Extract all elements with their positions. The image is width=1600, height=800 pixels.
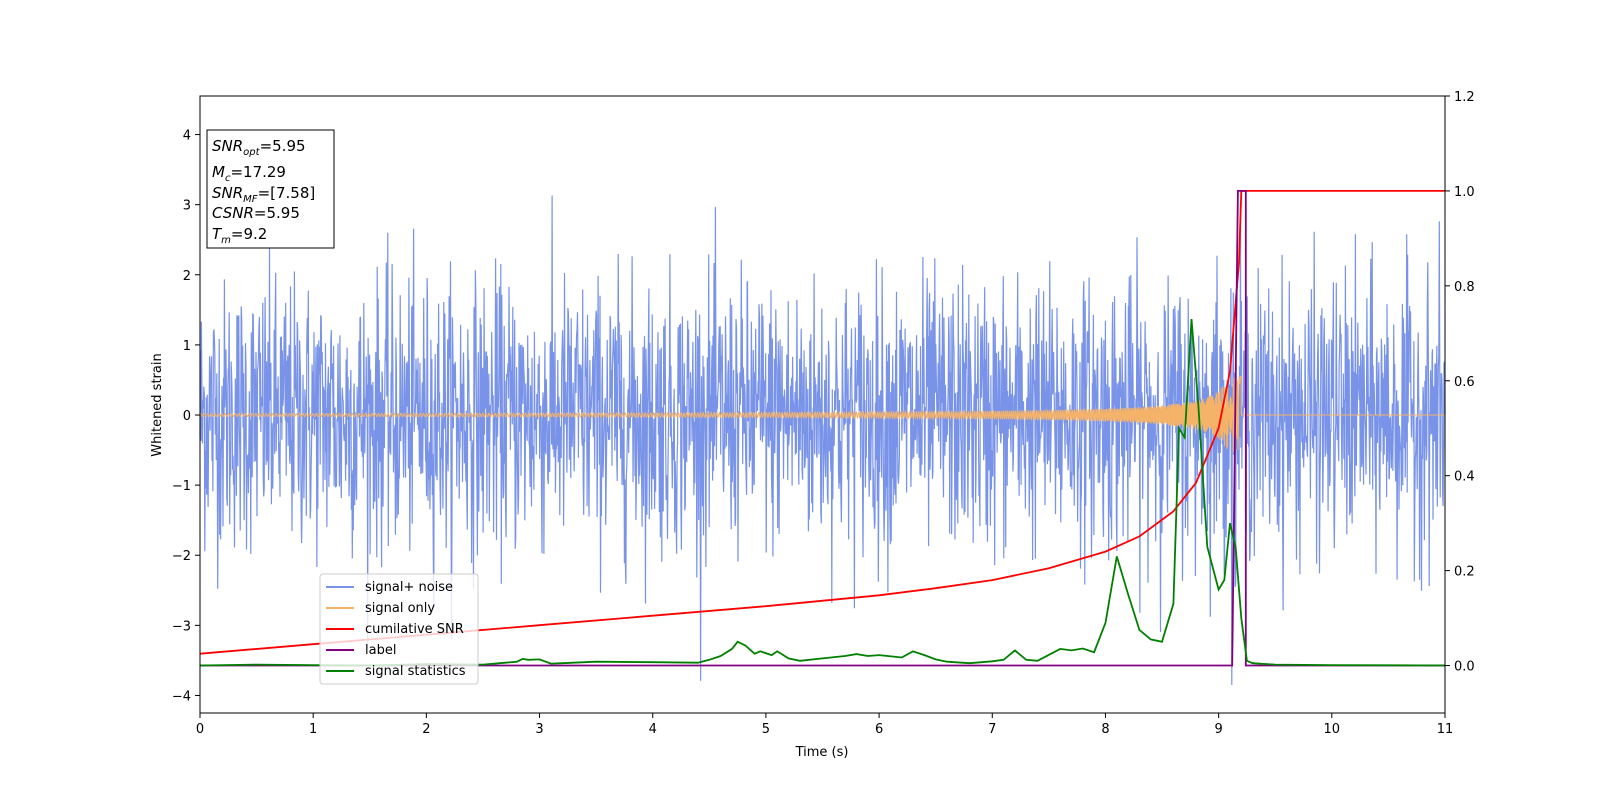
- y-right-tick-label: 0.8: [1454, 280, 1475, 295]
- y-left-tick-label: 0: [183, 409, 191, 424]
- x-tick-label: 7: [988, 722, 996, 737]
- series-signal-only: [199, 375, 1445, 453]
- y-left-tick-label: 1: [183, 339, 191, 354]
- info-tm: Tm=9.2: [212, 225, 267, 246]
- plot-frame: [199, 95, 1446, 714]
- y-left-tick-label: −2: [172, 549, 191, 564]
- legend-label-cumulative-snr: cumilative SNR: [365, 622, 464, 637]
- x-tick-label: 4: [649, 722, 657, 737]
- legend-label-signal-statistics: signal statistics: [365, 664, 466, 679]
- x-tick-label: 3: [535, 722, 543, 737]
- y-right-tick-label: 0.2: [1454, 565, 1475, 580]
- y-right-tick-label: 0.6: [1454, 375, 1475, 390]
- x-tick-label: 1: [309, 722, 317, 737]
- legend-label-label: label: [365, 643, 396, 658]
- y-axis-label: Whitened strain: [150, 353, 165, 456]
- info-snr-mf: SNRMF=[7.58]: [212, 184, 315, 205]
- y-left-tick-label: 2: [183, 269, 191, 284]
- axes-layer: 0 1 2 3 4 5 6 7 8 9 10 11 −4 −3 −2 −1 0 1 2 3 4 0.0 0.2 0.4 0.6 0…: [172, 90, 1475, 737]
- y-left-tick-label: 4: [183, 129, 191, 144]
- legend-label-signal-only: signal only: [365, 601, 435, 616]
- y-right-tick-label: 0.4: [1454, 470, 1475, 485]
- series-cumulative-snr: [199, 190, 1445, 655]
- x-tick-label: 8: [1101, 722, 1109, 737]
- y-right-tick-label: 0.0: [1454, 660, 1475, 675]
- y-left-tick-label: −3: [172, 619, 191, 634]
- x-axis-label: Time (s): [795, 745, 849, 760]
- x-tick-label: 2: [422, 722, 430, 737]
- x-tick-label: 11: [1437, 722, 1454, 737]
- x-tick-label: 5: [762, 722, 770, 737]
- y-left-tick-label: −4: [172, 689, 191, 704]
- y-right-tick-label: 1.0: [1454, 185, 1475, 200]
- info-box: SNRopt=5.95 Mc=17.29 SNRMF=[7.58] CSNR=5…: [206, 129, 335, 249]
- x-tick-label: 6: [875, 722, 883, 737]
- x-tick-label: 9: [1214, 722, 1222, 737]
- y-left-tick-label: 3: [183, 199, 191, 214]
- x-tick-label: 0: [196, 722, 204, 737]
- info-mc: Mc=17.29: [212, 163, 286, 184]
- y-left-tick-label: −1: [172, 479, 191, 494]
- legend: signal+ noise signal only cumilative SNR…: [319, 573, 479, 685]
- series-layer: [199, 190, 1446, 686]
- info-box-frame: [206, 129, 335, 249]
- y-right-tick-label: 1.2: [1454, 90, 1475, 105]
- legend-frame: [319, 573, 479, 685]
- info-csnr: CSNR=5.95: [212, 204, 300, 222]
- series-signal-noise: [199, 195, 1446, 686]
- series-signal-statistics: [199, 319, 1446, 667]
- legend-label-signal-noise: signal+ noise: [365, 580, 453, 595]
- info-snr-opt: SNRopt=5.95: [212, 137, 306, 158]
- x-tick-label: 10: [1324, 722, 1341, 737]
